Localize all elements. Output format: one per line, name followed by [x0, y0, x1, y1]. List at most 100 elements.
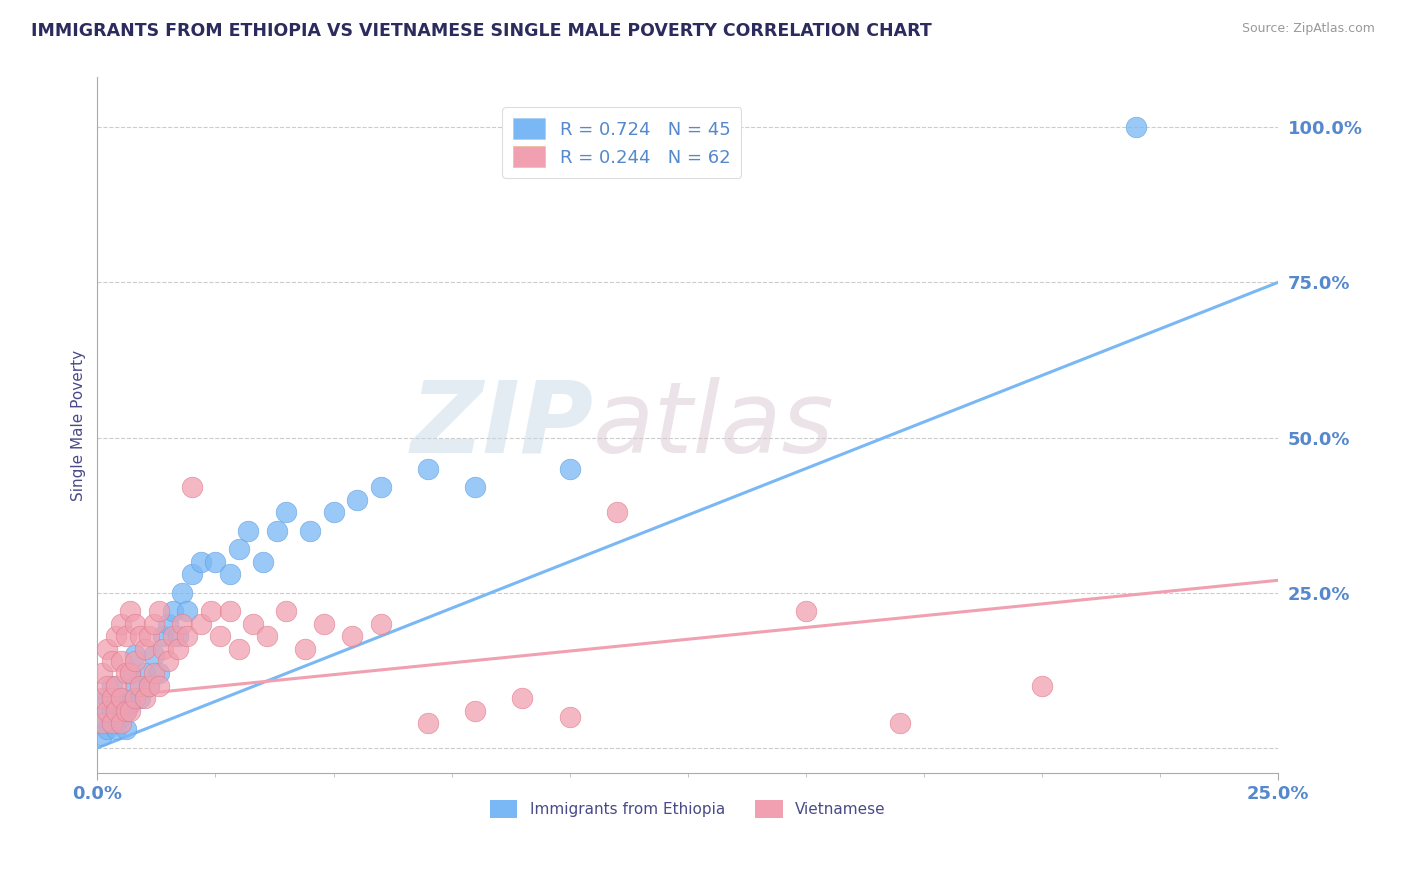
- Point: [96, 723, 118, 737]
- Point: [558, 710, 581, 724]
- Point: [218, 567, 240, 582]
- Point: [105, 723, 128, 737]
- Point: [114, 629, 136, 643]
- Point: [166, 629, 188, 643]
- Text: atlas: atlas: [593, 376, 835, 474]
- Point: [120, 604, 142, 618]
- Legend: Immigrants from Ethiopia, Vietnamese: Immigrants from Ethiopia, Vietnamese: [484, 795, 891, 824]
- Point: [120, 666, 142, 681]
- Point: [1031, 679, 1053, 693]
- Point: [218, 604, 240, 618]
- Point: [134, 641, 156, 656]
- Point: [180, 567, 202, 582]
- Point: [276, 505, 298, 519]
- Point: [110, 710, 132, 724]
- Point: [128, 679, 150, 693]
- Point: [276, 604, 298, 618]
- Point: [120, 704, 142, 718]
- Point: [128, 691, 150, 706]
- Point: [91, 729, 114, 743]
- Point: [105, 679, 128, 693]
- Point: [794, 604, 817, 618]
- Point: [238, 524, 260, 538]
- Point: [100, 716, 122, 731]
- Point: [114, 704, 136, 718]
- Point: [190, 616, 212, 631]
- Text: Source: ZipAtlas.com: Source: ZipAtlas.com: [1241, 22, 1375, 36]
- Text: ZIP: ZIP: [411, 376, 593, 474]
- Point: [120, 698, 142, 712]
- Y-axis label: Single Male Poverty: Single Male Poverty: [72, 350, 86, 500]
- Point: [91, 666, 114, 681]
- Point: [105, 629, 128, 643]
- Point: [96, 704, 118, 718]
- Point: [138, 679, 160, 693]
- Point: [124, 691, 146, 706]
- Point: [110, 716, 132, 731]
- Point: [100, 654, 122, 668]
- Point: [148, 666, 170, 681]
- Point: [416, 716, 439, 731]
- Point: [148, 679, 170, 693]
- Point: [100, 716, 122, 731]
- Point: [124, 648, 146, 662]
- Point: [110, 691, 132, 706]
- Point: [228, 542, 250, 557]
- Point: [110, 616, 132, 631]
- Point: [606, 505, 628, 519]
- Point: [143, 666, 166, 681]
- Point: [162, 629, 184, 643]
- Point: [204, 555, 226, 569]
- Point: [312, 616, 335, 631]
- Point: [200, 604, 222, 618]
- Point: [152, 629, 174, 643]
- Point: [346, 492, 368, 507]
- Point: [100, 704, 122, 718]
- Point: [157, 654, 180, 668]
- Point: [124, 679, 146, 693]
- Point: [100, 691, 122, 706]
- Point: [464, 480, 486, 494]
- Point: [120, 666, 142, 681]
- Point: [298, 524, 321, 538]
- Point: [322, 505, 344, 519]
- Point: [91, 691, 114, 706]
- Point: [889, 716, 911, 731]
- Point: [172, 616, 194, 631]
- Point: [294, 641, 316, 656]
- Point: [110, 691, 132, 706]
- Point: [176, 604, 198, 618]
- Point: [96, 679, 118, 693]
- Point: [134, 666, 156, 681]
- Point: [416, 461, 439, 475]
- Point: [114, 704, 136, 718]
- Point: [157, 616, 180, 631]
- Point: [512, 691, 534, 706]
- Point: [370, 480, 392, 494]
- Point: [105, 698, 128, 712]
- Point: [96, 691, 118, 706]
- Point: [138, 629, 160, 643]
- Point: [124, 654, 146, 668]
- Point: [114, 723, 136, 737]
- Point: [124, 616, 146, 631]
- Point: [266, 524, 288, 538]
- Point: [228, 641, 250, 656]
- Point: [190, 555, 212, 569]
- Point: [100, 679, 122, 693]
- Point: [143, 648, 166, 662]
- Point: [138, 679, 160, 693]
- Point: [162, 604, 184, 618]
- Point: [152, 641, 174, 656]
- Point: [342, 629, 364, 643]
- Point: [1125, 120, 1147, 134]
- Point: [558, 461, 581, 475]
- Point: [172, 585, 194, 599]
- Point: [143, 616, 166, 631]
- Point: [148, 604, 170, 618]
- Text: IMMIGRANTS FROM ETHIOPIA VS VIETNAMESE SINGLE MALE POVERTY CORRELATION CHART: IMMIGRANTS FROM ETHIOPIA VS VIETNAMESE S…: [31, 22, 932, 40]
- Point: [180, 480, 202, 494]
- Point: [114, 666, 136, 681]
- Point: [134, 691, 156, 706]
- Point: [256, 629, 278, 643]
